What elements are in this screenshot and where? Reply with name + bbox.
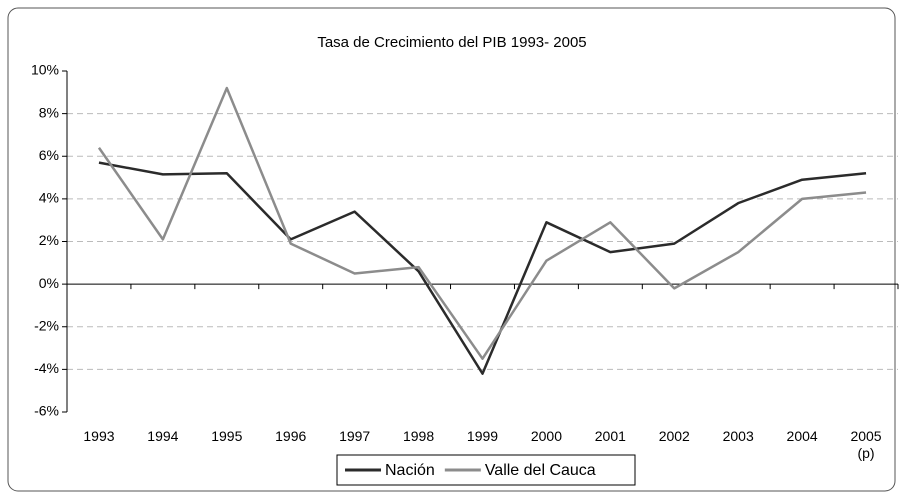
x-tick-label: 1998 [402,428,435,444]
x-tick-label: 2005 (p) [850,428,882,461]
legend-label: Valle del Cauca [485,462,596,479]
x-tick-label: 2001 [594,428,626,444]
series-line [98,161,867,375]
x-tick-label: 1994 [147,428,179,444]
x-tick-label: 2003 [722,428,754,444]
series-line [97,86,867,360]
y-tick-label: 0% [39,275,59,291]
y-tick-label: -2% [34,317,59,333]
x-tick-label: 2000 [530,428,562,444]
x-tick-label: 2004 [786,428,818,444]
legend-label: Nación [385,462,435,479]
y-tick-label: -6% [34,403,59,419]
x-tick-label: 1995 [211,428,243,444]
x-tick-label: 1993 [83,428,115,444]
chart-frame [7,7,896,492]
y-tick-label: 6% [39,147,59,163]
y-tick-label: 8% [39,104,59,120]
chart-title: Tasa de Crecimiento del PIB 1993- 2005 [317,34,586,51]
x-tick-label: 2002 [658,428,690,444]
y-tick-label: 10% [31,62,59,78]
y-tick-label: -4% [34,360,59,376]
y-tick-label: 4% [39,190,59,206]
y-tick-label: 2% [39,232,59,248]
x-tick-label: 1996 [275,428,307,444]
legend-box [336,454,636,486]
x-tick-label: 1999 [466,428,499,444]
x-tick-label: 1997 [339,428,371,444]
